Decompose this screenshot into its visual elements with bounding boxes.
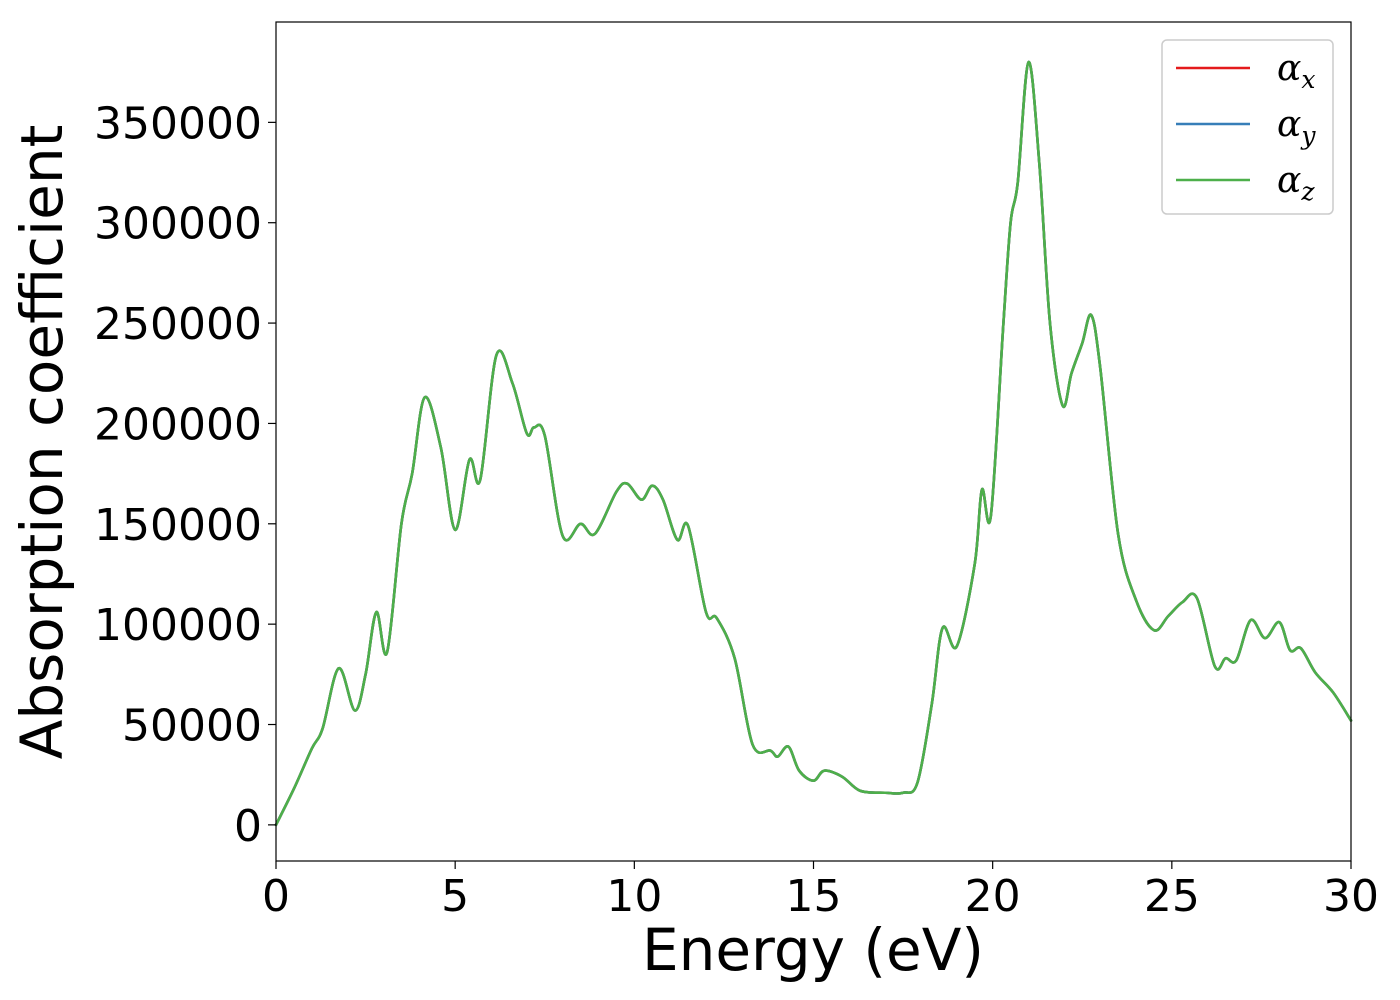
x-tick-label: 0 xyxy=(262,871,290,922)
y-axis-title: Absorption coefficient xyxy=(8,125,76,760)
x-axis-title: Energy (eV) xyxy=(642,916,984,984)
x-tick-label: 20 xyxy=(965,871,1021,922)
x-axis-ticks: 0 5 10 15 20 25 30 xyxy=(262,861,1379,922)
x-tick-label: 5 xyxy=(441,871,469,922)
y-tick-label: 350000 xyxy=(94,98,262,149)
series-line-z xyxy=(274,60,1353,827)
y-tick-label: 50000 xyxy=(122,701,262,752)
legend-box xyxy=(1161,39,1334,215)
x-tick-label: 15 xyxy=(786,871,842,922)
y-tick-label: 100000 xyxy=(94,600,262,651)
x-tick-label: 10 xyxy=(606,871,662,922)
y-axis-ticks: 0 50000 100000 150000 200000 250000 300000 3500… xyxy=(94,98,276,852)
y-tick-label: 200000 xyxy=(94,399,262,450)
y-tick-label: 0 xyxy=(234,801,262,852)
x-tick-label: 30 xyxy=(1323,871,1379,922)
y-tick-label: 250000 xyxy=(94,299,262,350)
y-tick-label: 150000 xyxy=(94,500,262,551)
x-tick-label: 25 xyxy=(1144,871,1200,922)
series-layer xyxy=(274,60,1353,827)
y-tick-label: 300000 xyxy=(94,199,262,250)
